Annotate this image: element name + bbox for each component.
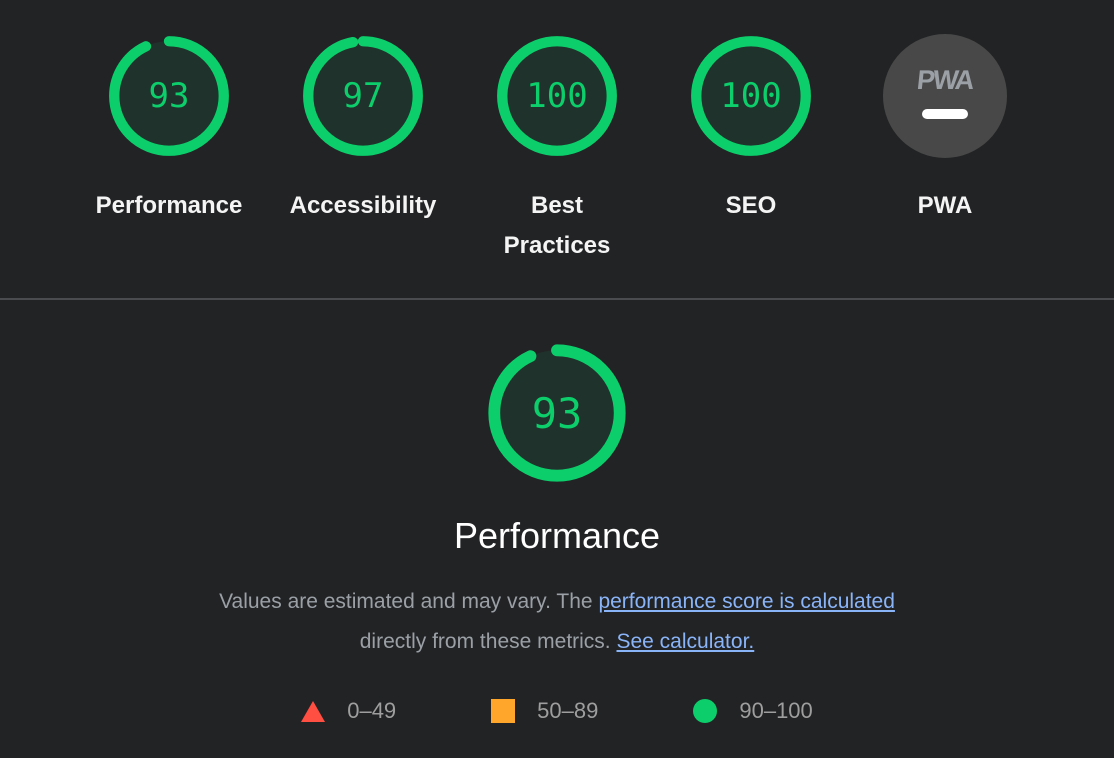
pass-range-label: 90–100 bbox=[739, 698, 813, 723]
performance-detail-gauge: 93 bbox=[486, 342, 628, 484]
seo-score-value: 100 bbox=[720, 76, 782, 116]
legend-item-pass: 90–100 bbox=[693, 698, 813, 724]
best-practices-score-value: 100 bbox=[526, 76, 588, 116]
legend-item-average: 50–89 bbox=[491, 698, 598, 724]
accessibility-label: Accessibility bbox=[289, 192, 437, 219]
pwa-badge[interactable]: PWA bbox=[883, 34, 1007, 158]
performance-detail-score-value: 93 bbox=[531, 388, 583, 438]
category-pwa[interactable]: PWA PWA bbox=[848, 34, 1042, 266]
scores-row: 93 Performance 97 Accessibility 100 bbox=[0, 34, 1114, 266]
section-title: Performance bbox=[453, 515, 661, 556]
fail-range-label: 0–49 bbox=[347, 698, 397, 723]
gauge-arc-svg bbox=[488, 344, 626, 482]
score-disclaimer: Values are estimated and may vary. The p… bbox=[219, 582, 895, 662]
pass-circle-icon bbox=[693, 699, 718, 723]
best-practices-gauge[interactable]: 100 bbox=[495, 34, 619, 158]
pwa-label: PWA bbox=[917, 192, 973, 219]
legend-item-fail: 0–49 bbox=[301, 698, 396, 724]
average-square-icon bbox=[491, 699, 516, 723]
fail-triangle-icon bbox=[301, 700, 326, 722]
performance-label: Performance bbox=[95, 192, 243, 219]
gauge-arc-svg bbox=[691, 36, 811, 156]
pwa-badge-circle: PWA bbox=[883, 34, 1007, 158]
gauge-arc-svg bbox=[109, 36, 229, 156]
seo-gauge[interactable]: 100 bbox=[689, 34, 813, 158]
score-calculation-link[interactable]: performance score is calculated bbox=[598, 590, 895, 613]
best-practices-label: Best Practices bbox=[503, 192, 611, 259]
performance-score-value: 93 bbox=[148, 76, 190, 116]
category-accessibility[interactable]: 97 Accessibility bbox=[266, 34, 460, 266]
pwa-na-dash-icon bbox=[922, 109, 968, 119]
gauge-arc-svg bbox=[497, 36, 617, 156]
disclaimer-text: directly from these metrics. bbox=[359, 630, 617, 653]
disclaimer-text: Values are estimated and may vary. The bbox=[219, 590, 599, 613]
score-range-legend: 0–49 50–89 90–100 bbox=[301, 698, 813, 724]
pwa-logo-icon: PWA bbox=[915, 65, 975, 95]
category-best-practices[interactable]: 100 Best Practices bbox=[460, 34, 654, 266]
average-range-label: 50–89 bbox=[537, 698, 599, 723]
category-performance[interactable]: 93 Performance bbox=[72, 34, 266, 266]
see-calculator-link[interactable]: See calculator. bbox=[616, 630, 755, 653]
performance-gauge[interactable]: 93 bbox=[107, 34, 231, 158]
scores-summary-section: 93 Performance 97 Accessibility 100 bbox=[0, 0, 1114, 300]
accessibility-gauge[interactable]: 97 bbox=[301, 34, 425, 158]
category-seo[interactable]: 100 SEO bbox=[654, 34, 848, 266]
seo-label: SEO bbox=[725, 192, 777, 219]
performance-detail-section: 93 Performance Values are estimated and … bbox=[0, 300, 1114, 724]
gauge-arc-svg bbox=[303, 36, 423, 156]
accessibility-score-value: 97 bbox=[342, 76, 384, 116]
